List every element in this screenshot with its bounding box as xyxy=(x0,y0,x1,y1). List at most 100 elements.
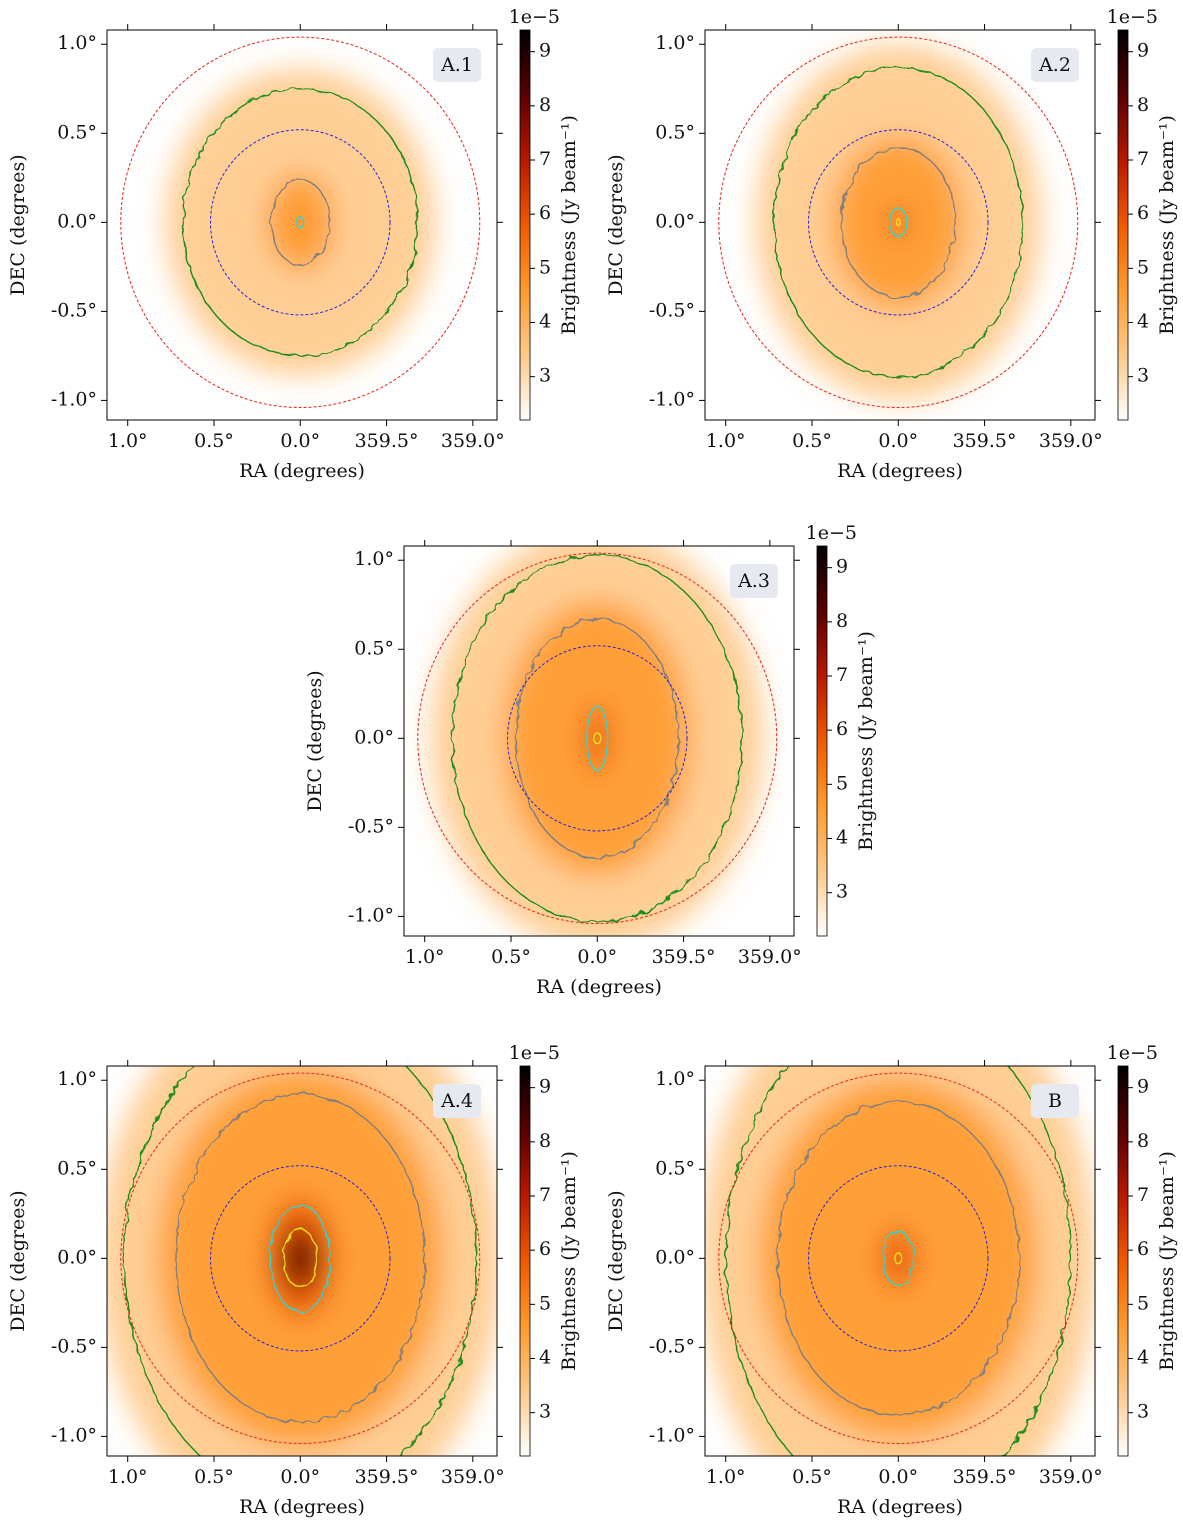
panel-label-box xyxy=(730,564,778,598)
contour xyxy=(882,1230,915,1286)
x-tick-label: 0.5° xyxy=(792,1466,832,1488)
aperture-circle xyxy=(718,1072,1079,1445)
y-tick-label: 1.0° xyxy=(57,32,97,54)
brightness xyxy=(165,68,436,376)
brightness-level xyxy=(894,1252,903,1265)
colorbar-tick-label: 9 xyxy=(1137,1076,1149,1098)
aperture-circle xyxy=(417,552,778,925)
panel-label-box xyxy=(1031,48,1079,82)
y-tick-label: 0.0° xyxy=(655,1246,695,1268)
colorbar-tick-label: 4 xyxy=(836,827,848,849)
y-tick-label: 0.5° xyxy=(57,121,97,143)
x-tick-label: 0.0° xyxy=(878,430,918,452)
x-tick-label: 0.0° xyxy=(280,430,320,452)
x-tick-label: 1.0° xyxy=(108,1466,148,1488)
panel-label-text: B xyxy=(1048,1090,1062,1112)
image xyxy=(107,1066,497,1456)
y-tick-label: 0.5° xyxy=(354,637,394,659)
contour xyxy=(182,88,419,357)
panel-label-text: A.3 xyxy=(737,570,770,592)
colorbar-offset: 1e−5 xyxy=(1107,6,1158,28)
x-tick-label: 1.0° xyxy=(108,430,148,452)
colorbar-tick-label: 4 xyxy=(1137,1347,1149,1369)
colorbar-tick-label: 6 xyxy=(539,1238,551,1260)
y-tick-label: 0.0° xyxy=(655,210,695,232)
colorbar-tick-label: 7 xyxy=(1137,148,1149,170)
axes-frame xyxy=(403,545,795,937)
colorbar-tick-label: 6 xyxy=(1137,1238,1149,1260)
panel-label-box xyxy=(433,1084,481,1118)
image xyxy=(705,30,1095,420)
brightness xyxy=(107,1066,497,1456)
colorbar-tick-label: 3 xyxy=(1137,365,1149,387)
y-tick-label: -1.0° xyxy=(348,904,394,926)
image xyxy=(107,30,497,420)
x-axis-label: RA (degrees) xyxy=(239,1496,365,1518)
contour xyxy=(270,1204,331,1313)
contour xyxy=(175,1093,426,1423)
aperture-circle xyxy=(808,129,989,316)
colorbar-tick-label: 9 xyxy=(1137,40,1149,62)
axes-frame xyxy=(704,1065,1096,1457)
y-tick-label: -0.5° xyxy=(51,1335,97,1357)
contour xyxy=(776,1100,1020,1416)
y-tick-label: 0.5° xyxy=(57,1157,97,1179)
y-tick-label: -0.5° xyxy=(649,299,695,321)
y-tick-label: 0.0° xyxy=(57,1246,97,1268)
y-tick-label: 1.0° xyxy=(655,1068,695,1090)
x-tick-label: 359.5° xyxy=(953,430,1017,452)
colorbar-tick-label: 9 xyxy=(836,556,848,578)
y-tick-label: 1.0° xyxy=(354,548,394,570)
y-tick-label: -1.0° xyxy=(649,388,695,410)
x-tick-label: 359.0° xyxy=(441,430,505,452)
y-tick-label: 0.5° xyxy=(655,1157,695,1179)
panel-label: A.2 xyxy=(1031,48,1079,82)
colorbar-tick-label: 9 xyxy=(539,1076,551,1098)
brightness-level xyxy=(296,216,305,229)
contour xyxy=(895,218,901,227)
contour xyxy=(451,554,743,923)
x-tick-label: 0.5° xyxy=(491,946,531,968)
colorbar-tick-label: 5 xyxy=(836,772,848,794)
x-tick-label: 1.0° xyxy=(706,1466,746,1488)
contour xyxy=(894,1252,903,1265)
y-tick-label: -0.5° xyxy=(348,815,394,837)
contour xyxy=(515,618,680,859)
x-tick-label: 359.5° xyxy=(652,946,716,968)
aperture-circle xyxy=(210,1165,391,1352)
x-tick-label: 0.5° xyxy=(792,430,832,452)
y-axis-label: DEC (degrees) xyxy=(304,670,326,811)
colorbar-tick-label: 8 xyxy=(836,610,848,632)
y-tick-label: -0.5° xyxy=(649,1335,695,1357)
y-tick-label: 1.0° xyxy=(57,1068,97,1090)
colorbar-label: Brightness (Jy beam⁻¹) xyxy=(558,115,580,335)
panel-label: A.1 xyxy=(433,48,481,82)
contour xyxy=(123,1066,477,1456)
y-tick-label: -1.0° xyxy=(51,1424,97,1446)
colorbar-tick-label: 6 xyxy=(836,718,848,740)
x-tick-label: 359.5° xyxy=(355,430,419,452)
colorbar-offset: 1e−5 xyxy=(509,1042,560,1064)
brightness xyxy=(705,1066,1095,1456)
colorbar-tick-label: 7 xyxy=(539,1184,551,1206)
panel: 1.0° 0.5° 0.0° 359.5° 359.0° -1.0° -0.5° 0.0° 0.… xyxy=(7,1042,580,1518)
contour xyxy=(725,1066,1072,1456)
y-tick-label: -0.5° xyxy=(51,299,97,321)
colorbar-tick-label: 5 xyxy=(1137,1292,1149,1314)
colorbar xyxy=(1117,29,1129,421)
colorbar xyxy=(1117,1065,1129,1457)
colorbar xyxy=(519,1065,531,1457)
colorbar-tick-label: 4 xyxy=(539,311,551,333)
colorbar-tick-label: 8 xyxy=(1137,1130,1149,1152)
axes-frame xyxy=(106,1065,498,1457)
aperture-circle xyxy=(718,36,1079,409)
y-axis-label: DEC (degrees) xyxy=(7,154,29,295)
colorbar-tick-label: 7 xyxy=(539,148,551,170)
y-tick-label: 0.0° xyxy=(57,210,97,232)
panel: 1.0° 0.5° 0.0° 359.5° 359.0° -1.0° -0.5° 0.0° 0.… xyxy=(304,522,877,998)
x-tick-label: 0.0° xyxy=(878,1466,918,1488)
colorbar-tick-label: 3 xyxy=(539,1401,551,1423)
y-axis-label: DEC (degrees) xyxy=(605,1190,627,1331)
